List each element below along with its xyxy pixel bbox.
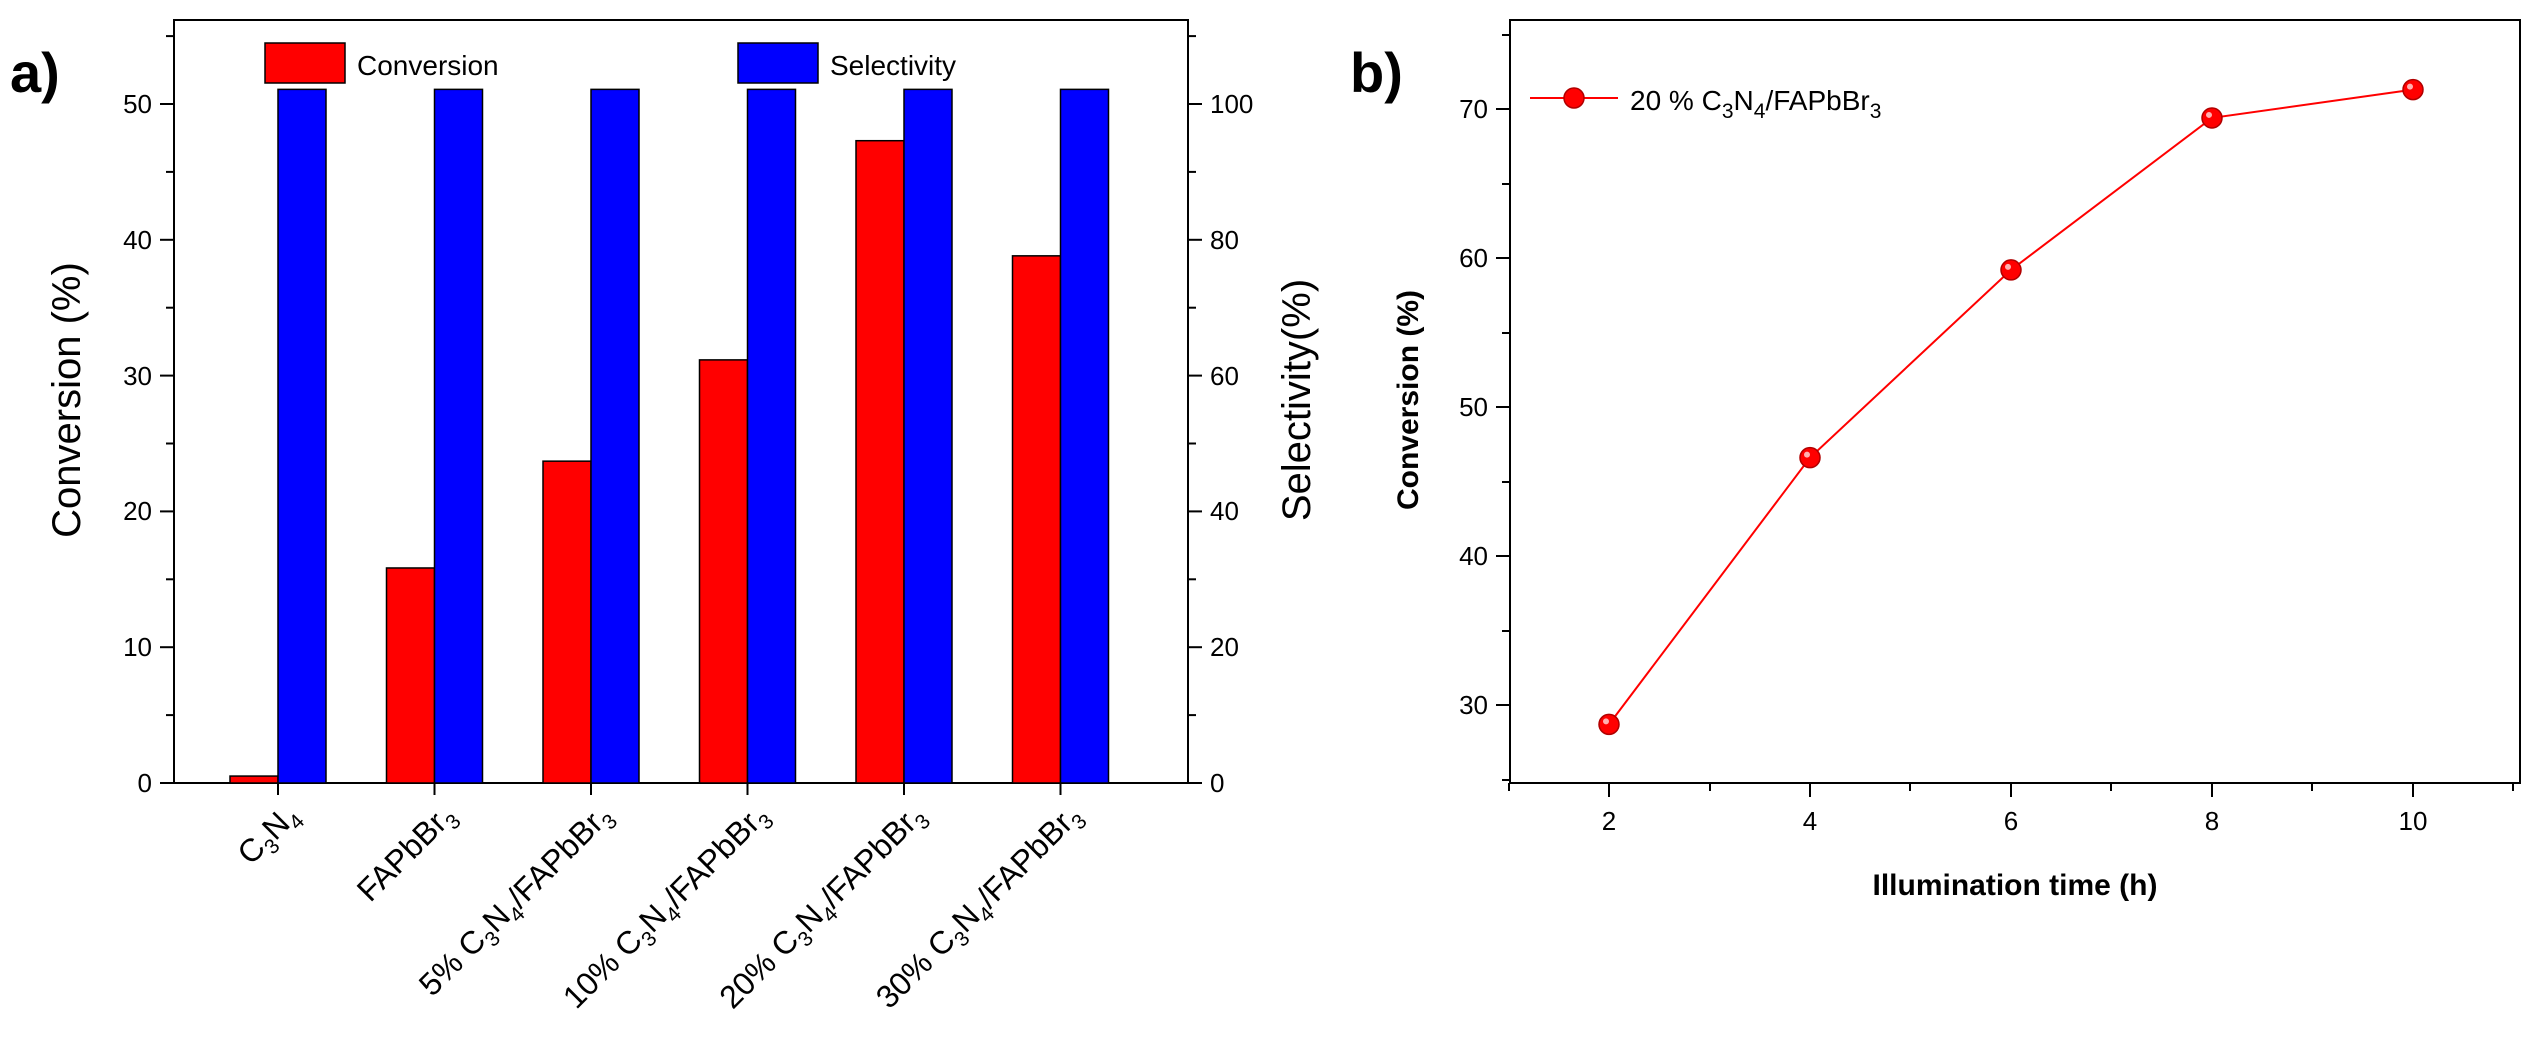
left-axis-label: Conversion (%) <box>45 262 89 538</box>
right-tick-label: 20 <box>1210 632 1239 662</box>
right-tick-label: 60 <box>1210 361 1239 391</box>
selectivity-bar <box>746 88 797 784</box>
panel-a-bars <box>229 88 1110 795</box>
y-tick-label: 60 <box>1459 243 1488 273</box>
data-point <box>2201 107 2223 129</box>
selectivity-bar <box>433 88 484 784</box>
selectivity-bar <box>590 88 640 784</box>
y-axis: 30 40 50 60 70 <box>1459 34 1510 781</box>
legend-conversion-swatch <box>264 42 346 84</box>
conversion-bar <box>855 139 905 784</box>
y-tick-label: 50 <box>1459 392 1488 422</box>
legend-selectivity-swatch <box>737 42 819 84</box>
data-point-highlight <box>2407 83 2413 90</box>
legend-selectivity-label: Selectivity <box>830 50 956 81</box>
selectivity-bar <box>277 88 327 784</box>
y-tick-label: 40 <box>1459 541 1488 571</box>
panel-a: a) Conversion Selectivity Conversion (%)… <box>10 19 1319 1016</box>
left-axis: 0 10 20 30 40 50 <box>123 35 174 798</box>
data-point-highlight <box>1804 451 1810 458</box>
left-tick-label: 50 <box>123 89 152 119</box>
data-point <box>2000 259 2022 281</box>
x-axis-label: Illumination time (h) <box>1873 869 2158 902</box>
conversion-bar <box>698 359 749 784</box>
panel-a-plot-frame <box>173 19 1189 784</box>
right-tick-label: 80 <box>1210 225 1239 255</box>
conversion-bar <box>229 775 279 784</box>
y-tick-label: 30 <box>1459 690 1488 720</box>
category-label: FAPbBr3 <box>350 796 466 912</box>
left-tick-label: 20 <box>123 496 152 526</box>
right-axis-label: Selectivity(%) <box>1275 279 1319 521</box>
x-axis: 2 4 6 8 10 <box>1508 783 2514 836</box>
right-tick-label: 100 <box>1210 89 1253 119</box>
conversion-bar <box>385 567 436 784</box>
conversion-bar <box>542 460 592 784</box>
right-tick-label: 40 <box>1210 496 1239 526</box>
y-axis-label: Conversion (%) <box>1392 290 1425 510</box>
category-label: C3N4 <box>230 796 309 875</box>
left-tick-label: 0 <box>138 768 152 798</box>
data-point <box>2402 78 2424 101</box>
data-point <box>1598 713 1620 736</box>
left-tick-label: 30 <box>123 361 152 391</box>
y-tick-label: 70 <box>1459 94 1488 124</box>
x-tick-label: 6 <box>2004 806 2018 836</box>
x-tick-label: 4 <box>1803 806 1817 836</box>
panel-b-plot-frame <box>1509 19 2521 784</box>
right-axis: 0 20 40 60 80 100 <box>1188 35 1253 798</box>
data-point-highlight <box>2005 263 2011 270</box>
right-tick-label: 0 <box>1210 768 1224 798</box>
x-tick-label: 10 <box>2399 806 2428 836</box>
data-point-highlight <box>2206 111 2212 118</box>
x-tick-label: 8 <box>2205 806 2219 836</box>
legend-marker-sample <box>1563 87 1585 109</box>
panel-b-label: b) <box>1350 41 1403 104</box>
data-point-highlight <box>1603 718 1609 725</box>
panel-b-series <box>1598 78 2424 736</box>
selectivity-bar <box>1059 88 1110 784</box>
series-line <box>1608 88 2414 725</box>
legend-conversion-label: Conversion <box>357 50 499 81</box>
conversion-bar <box>1011 255 1062 784</box>
legend-series-label: 20 % C3N4/FAPbBr3 <box>1630 85 1881 123</box>
x-tick-label: 2 <box>1602 806 1616 836</box>
data-point <box>1799 446 1821 469</box>
selectivity-bar <box>903 88 953 784</box>
left-tick-label: 40 <box>123 225 152 255</box>
panel-b: b) 2 4 6 8 10 <box>1350 19 2521 902</box>
panel-a-label: a) <box>10 41 60 104</box>
left-tick-label: 10 <box>123 632 152 662</box>
